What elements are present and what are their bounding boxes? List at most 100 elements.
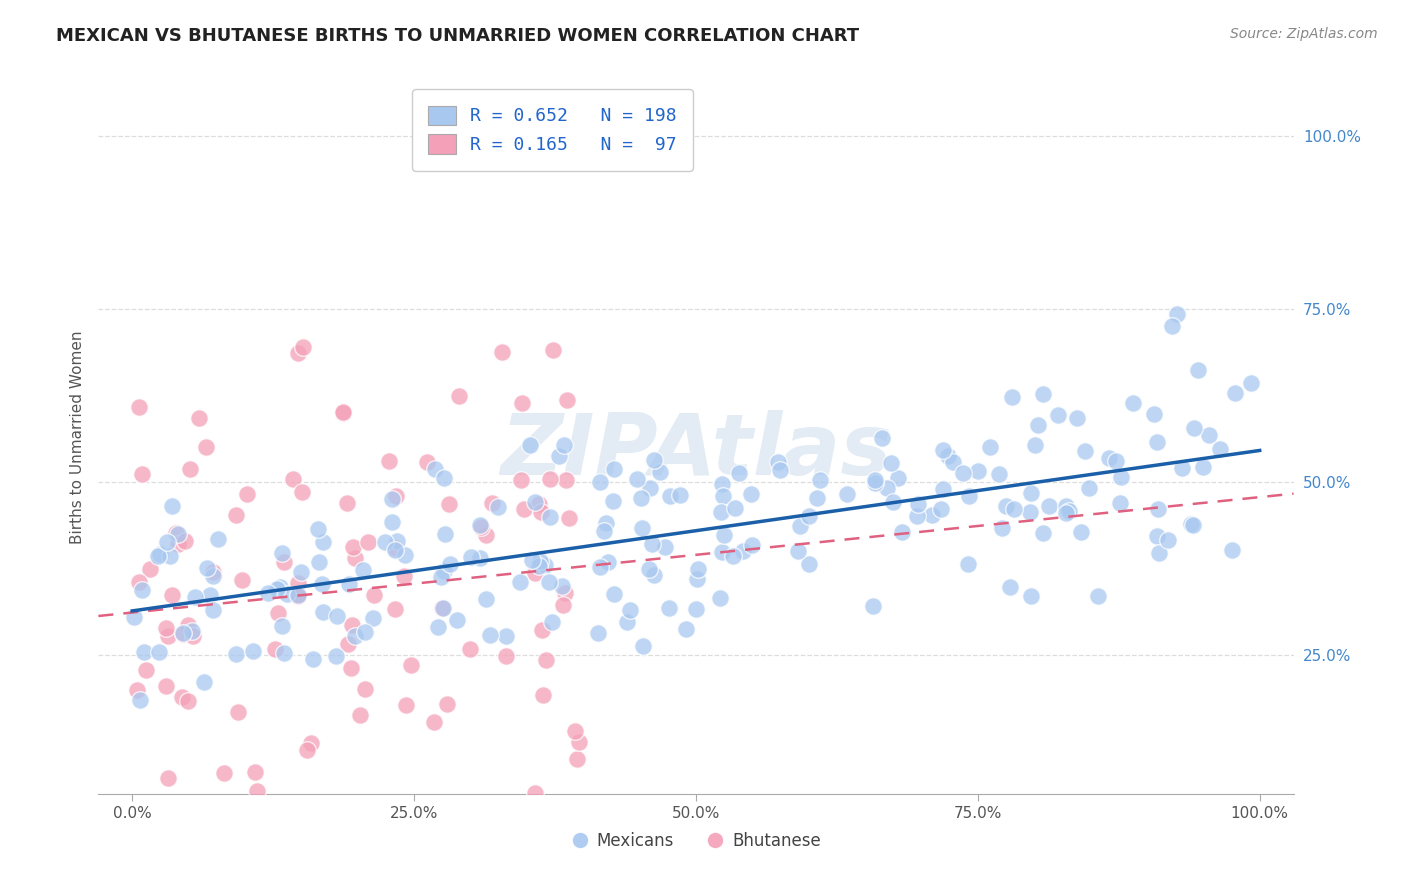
Point	[523, 566, 546, 580]
Point	[1047, 408, 1070, 422]
Point	[1182, 421, 1205, 435]
Point	[374, 534, 396, 549]
Point	[740, 486, 762, 500]
Point	[523, 494, 546, 508]
Point	[430, 570, 453, 584]
Point	[399, 658, 422, 673]
Point	[741, 538, 763, 552]
Point	[478, 628, 501, 642]
Point	[1166, 307, 1188, 321]
Point	[312, 535, 335, 549]
Point	[307, 522, 329, 536]
Point	[648, 465, 671, 479]
Point	[520, 553, 543, 567]
Point	[332, 405, 354, 419]
Point	[1220, 542, 1243, 557]
Point	[172, 626, 194, 640]
Point	[882, 495, 904, 509]
Point	[202, 568, 225, 582]
Point	[553, 598, 575, 612]
Point	[128, 400, 150, 414]
Point	[1054, 507, 1077, 521]
Point	[638, 562, 661, 576]
Point	[148, 549, 170, 563]
Point	[1057, 504, 1080, 518]
Point	[287, 576, 309, 591]
Point	[863, 475, 886, 490]
Point	[381, 492, 404, 507]
Point	[214, 766, 236, 780]
Point	[1105, 454, 1128, 468]
Point	[685, 602, 707, 616]
Point	[193, 675, 215, 690]
Point	[273, 556, 295, 570]
Point	[491, 345, 513, 359]
Point	[1240, 376, 1263, 391]
Point	[1000, 390, 1022, 404]
Point	[1192, 460, 1215, 475]
Point	[724, 501, 747, 516]
Point	[766, 455, 789, 469]
Point	[361, 611, 384, 625]
Point	[224, 805, 246, 820]
Point	[631, 521, 654, 535]
Point	[932, 442, 955, 457]
Point	[122, 610, 145, 624]
Point	[1019, 505, 1042, 519]
Point	[686, 572, 709, 586]
Legend: Mexicans, Bhutanese: Mexicans, Bhutanese	[565, 826, 827, 857]
Point	[558, 511, 581, 525]
Point	[246, 784, 269, 798]
Point	[936, 449, 959, 463]
Point	[876, 482, 898, 496]
Point	[167, 527, 190, 541]
Point	[595, 516, 617, 531]
Point	[266, 582, 288, 597]
Point	[862, 599, 884, 614]
Point	[921, 508, 943, 522]
Point	[363, 587, 385, 601]
Point	[789, 519, 811, 533]
Point	[686, 562, 709, 576]
Point	[998, 580, 1021, 594]
Text: Source: ZipAtlas.com: Source: ZipAtlas.com	[1230, 27, 1378, 41]
Point	[179, 462, 201, 476]
Point	[808, 473, 831, 487]
Point	[267, 606, 290, 620]
Point	[991, 521, 1014, 535]
Point	[929, 501, 952, 516]
Point	[200, 588, 222, 602]
Point	[887, 471, 910, 485]
Point	[967, 464, 990, 478]
Point	[172, 627, 194, 641]
Point	[529, 497, 551, 511]
Point	[669, 488, 692, 502]
Point	[302, 652, 325, 666]
Point	[529, 554, 551, 568]
Point	[311, 577, 333, 591]
Point	[405, 822, 427, 836]
Point	[156, 771, 179, 785]
Point	[157, 629, 180, 643]
Point	[786, 544, 808, 558]
Point	[257, 585, 280, 599]
Point	[538, 472, 561, 486]
Point	[555, 392, 578, 407]
Point	[495, 649, 517, 664]
Point	[638, 481, 661, 495]
Point	[603, 587, 626, 601]
Point	[495, 628, 517, 642]
Point	[797, 509, 820, 524]
Point	[1019, 589, 1042, 603]
Point	[201, 603, 224, 617]
Point	[551, 579, 574, 593]
Point	[510, 396, 533, 410]
Point	[273, 646, 295, 660]
Point	[1146, 502, 1168, 516]
Point	[287, 589, 309, 603]
Point	[510, 473, 533, 487]
Point	[1146, 529, 1168, 543]
Point	[1181, 517, 1204, 532]
Point	[524, 786, 547, 800]
Point	[598, 555, 620, 569]
